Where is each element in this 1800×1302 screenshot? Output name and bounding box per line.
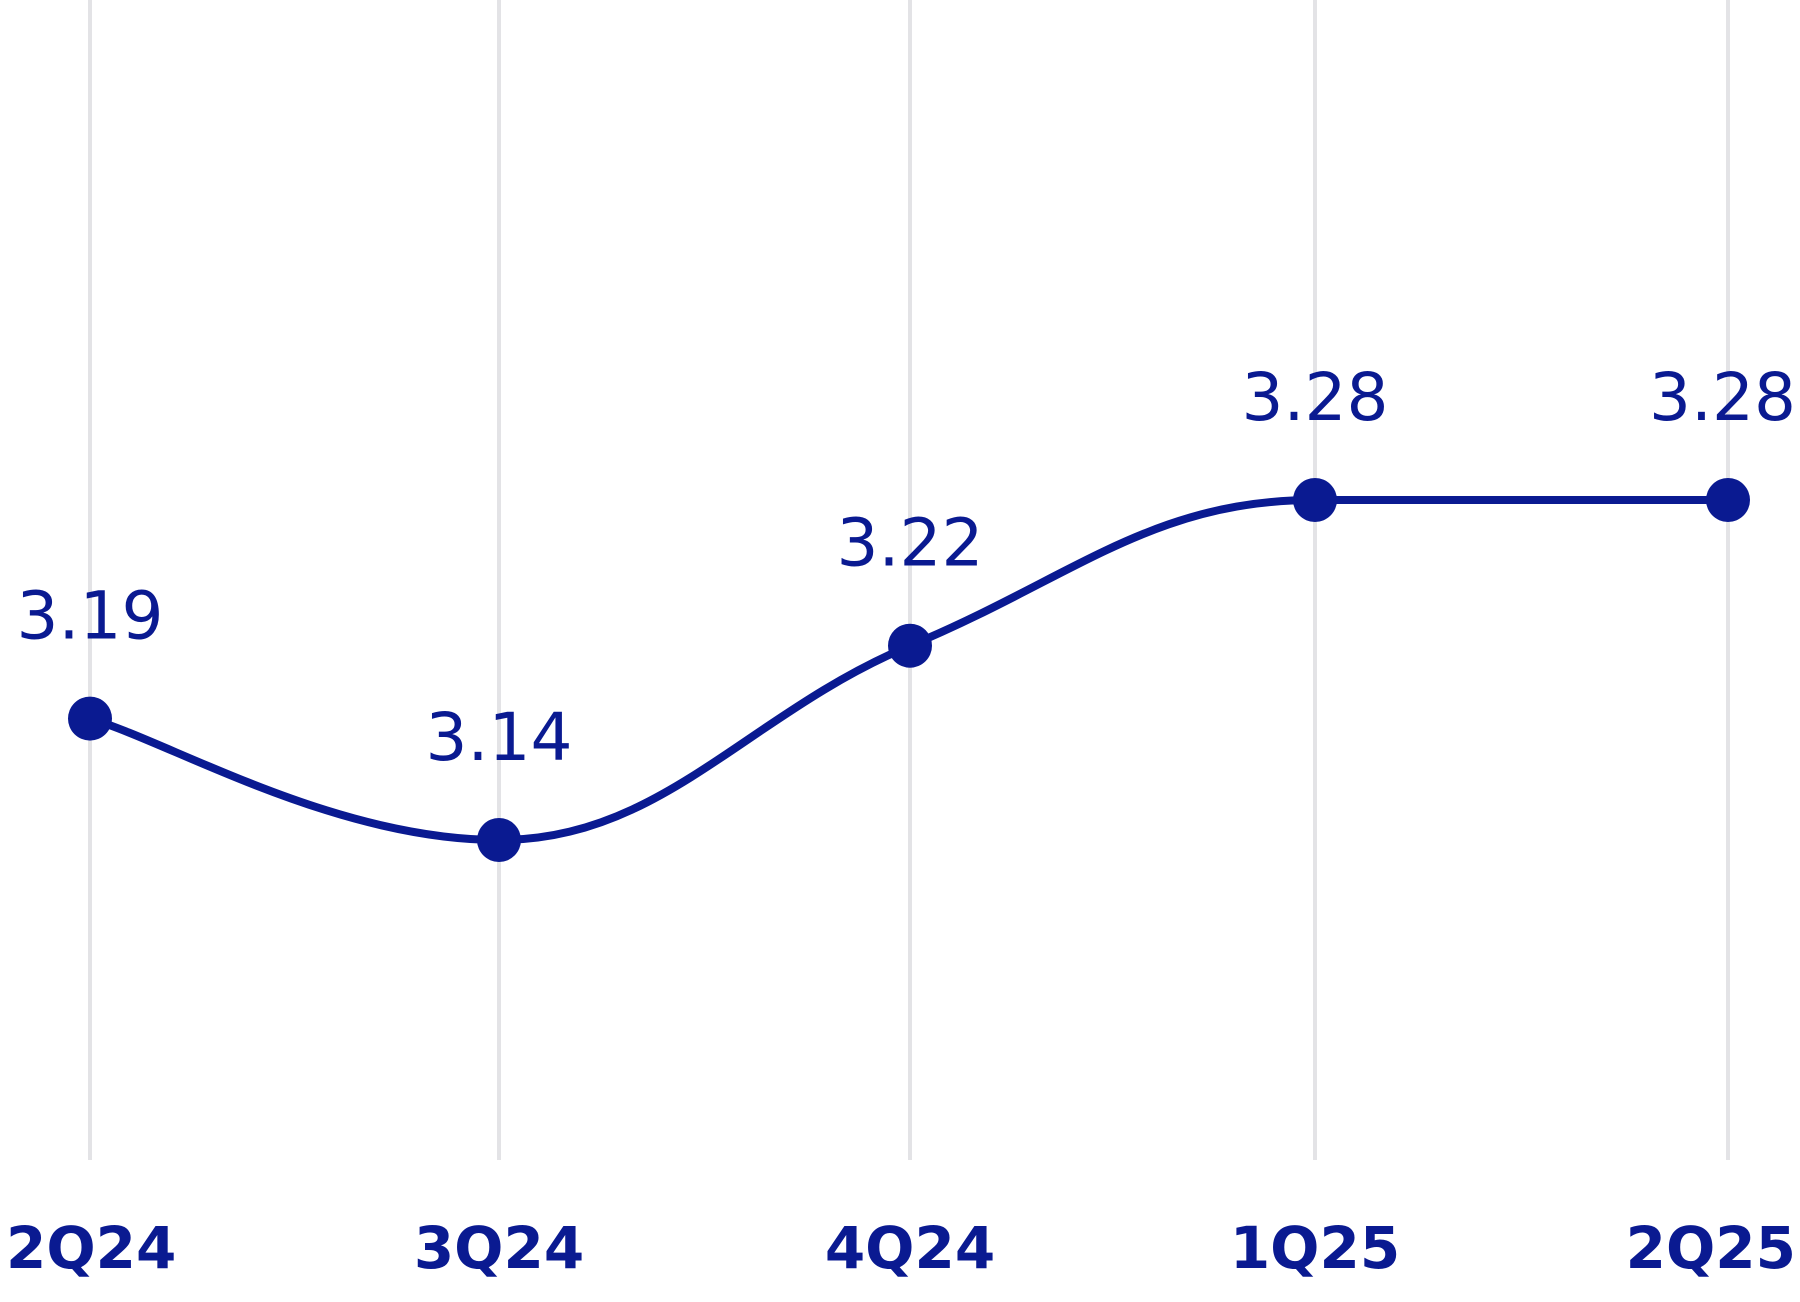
data-label-1q25: 3.28 (1242, 359, 1389, 436)
data-label-2q25: 3.28 (1649, 359, 1796, 436)
label-layer: 3.19 3.14 3.22 3.28 3.28 (17, 359, 1796, 776)
x-tick-label-4q24: 4Q24 (825, 1214, 995, 1282)
data-point-1q25 (1293, 478, 1337, 522)
x-tick-label-1q25: 1Q25 (1230, 1214, 1400, 1282)
x-tick-label-3q24: 3Q24 (414, 1214, 584, 1282)
grid-layer (88, 0, 1730, 1160)
x-axis: 2Q24 3Q24 4Q24 1Q25 2Q25 (6, 1214, 1796, 1282)
point-layer (68, 478, 1750, 862)
data-point-2q24 (68, 696, 112, 741)
data-label-4q24: 3.22 (837, 505, 984, 582)
data-point-4q24 (888, 623, 932, 668)
data-label-2q24: 3.19 (17, 578, 164, 655)
data-label-3q24: 3.14 (426, 699, 573, 776)
x-tick-label-2q24: 2Q24 (6, 1214, 176, 1282)
data-point-2q25 (1706, 478, 1750, 522)
data-point-3q24 (477, 818, 521, 862)
x-tick-label-2q25: 2Q25 (1626, 1214, 1796, 1282)
